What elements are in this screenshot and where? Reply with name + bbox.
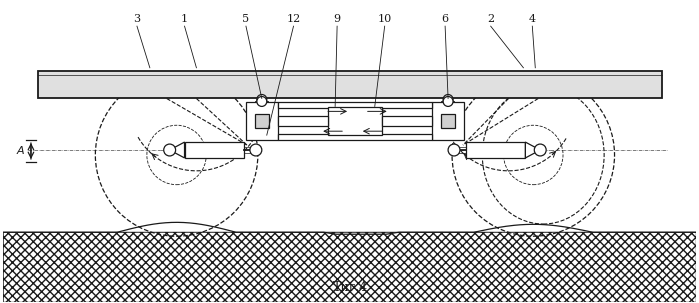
Circle shape	[448, 144, 460, 156]
Text: 10: 10	[377, 14, 392, 24]
Bar	[38, 71, 662, 98]
Circle shape	[250, 144, 262, 156]
Polygon shape	[170, 142, 185, 158]
Circle shape	[443, 95, 453, 105]
Bar	[382, 116, 432, 126]
Circle shape	[534, 144, 546, 156]
Bar	[3, 232, 696, 301]
Text: 9: 9	[333, 14, 340, 24]
Polygon shape	[526, 142, 540, 158]
Text: 12: 12	[287, 14, 301, 24]
Text: 4: 4	[528, 14, 536, 24]
Bar	[278, 102, 432, 108]
Bar	[3, 232, 696, 301]
Bar	[328, 107, 382, 135]
Bar	[255, 114, 268, 128]
Bar	[441, 114, 455, 128]
Text: 1: 1	[181, 14, 188, 24]
Text: Τиг.4: Τиг.4	[333, 281, 368, 294]
Text: A: A	[16, 146, 24, 156]
Text: 2: 2	[487, 14, 494, 24]
Bar	[278, 116, 328, 126]
Circle shape	[443, 97, 453, 106]
Circle shape	[164, 144, 175, 156]
Bar	[185, 142, 244, 158]
Text: 3: 3	[134, 14, 140, 24]
Text: 6: 6	[442, 14, 449, 24]
Bar	[246, 102, 278, 140]
Circle shape	[257, 95, 267, 105]
Circle shape	[257, 97, 267, 106]
Bar	[466, 142, 526, 158]
Text: 5: 5	[243, 14, 250, 24]
Bar	[278, 134, 432, 140]
Bar	[432, 102, 464, 140]
